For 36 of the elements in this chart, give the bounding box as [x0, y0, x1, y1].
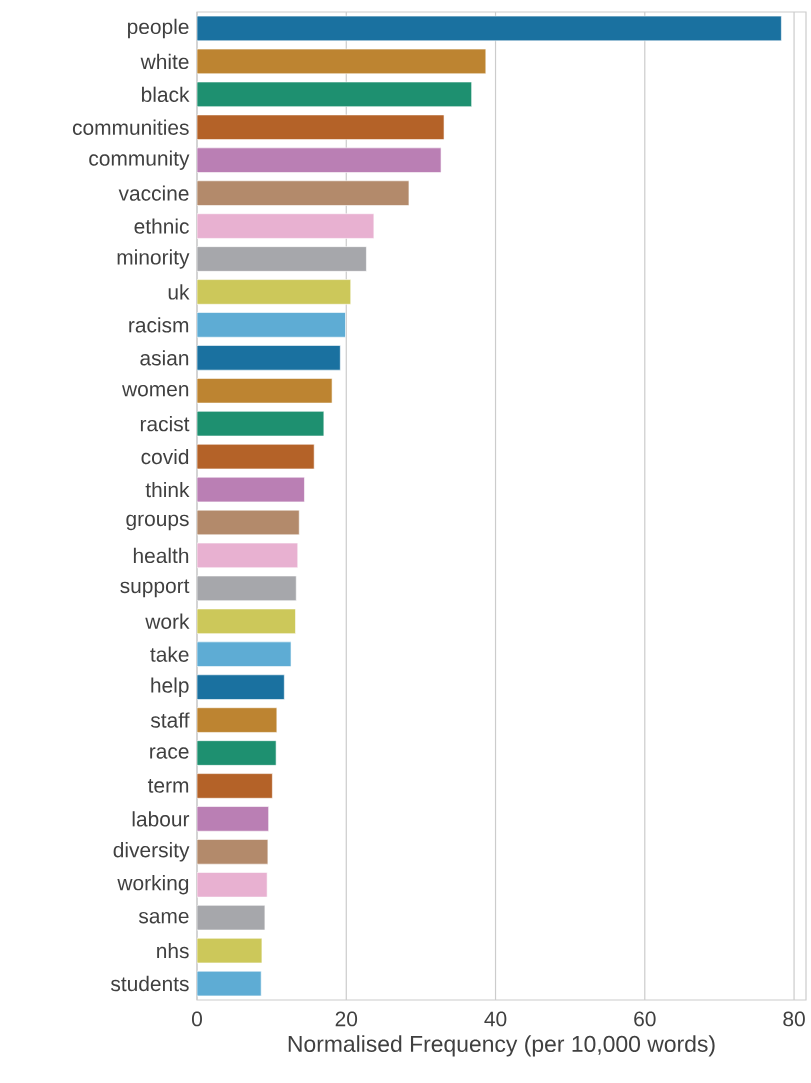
- x-tick-label: 80: [783, 1011, 805, 1027]
- y-tick-label: communities: [72, 119, 189, 135]
- y-tick-label: health: [133, 547, 189, 564]
- y-tick-label: community: [89, 150, 190, 170]
- y-tick-label: black: [141, 86, 190, 103]
- y-tick-label: racism: [129, 317, 189, 333]
- y-tick-label: think: [145, 481, 190, 498]
- y-tick-label: vaccine: [118, 185, 189, 201]
- y-tick-label: asian: [140, 350, 189, 366]
- y-tick-label: people: [128, 18, 189, 39]
- y-tick-label: white: [140, 53, 189, 70]
- y-tick-label: diversity: [113, 842, 190, 862]
- y-tick-label: take: [150, 646, 189, 662]
- y-tick-label: work: [145, 613, 190, 629]
- y-tick-label: labour: [132, 811, 190, 827]
- y-tick-label: covid: [141, 448, 189, 465]
- x-tick-label: 0: [192, 1011, 202, 1027]
- y-tick-label: race: [150, 747, 189, 759]
- y-tick-label: groups: [126, 514, 189, 531]
- y-tick-label: staff: [150, 712, 190, 728]
- y-tick-label: women: [122, 385, 189, 397]
- y-tick-label: nhs: [157, 942, 189, 959]
- y-tick-label: students: [110, 975, 189, 992]
- y-tick-label: same: [138, 911, 189, 924]
- y-tick-label: help: [151, 677, 189, 697]
- y-tick-label: working: [117, 875, 189, 895]
- y-tick-label: minority: [117, 249, 190, 269]
- x-axis-title: Normalised Frequency (per 10,000 words): [288, 1035, 715, 1057]
- y-tick-label: racist: [140, 415, 190, 432]
- y-tick-label: ethnic: [134, 218, 189, 234]
- x-tick-label: 60: [634, 1011, 656, 1027]
- y-tick-label: term: [147, 779, 189, 793]
- y-tick-label: support: [120, 579, 190, 598]
- x-tick-label: 40: [484, 1011, 507, 1027]
- x-tick-label: 20: [335, 1011, 358, 1027]
- y-tick-label: uk: [168, 284, 190, 300]
